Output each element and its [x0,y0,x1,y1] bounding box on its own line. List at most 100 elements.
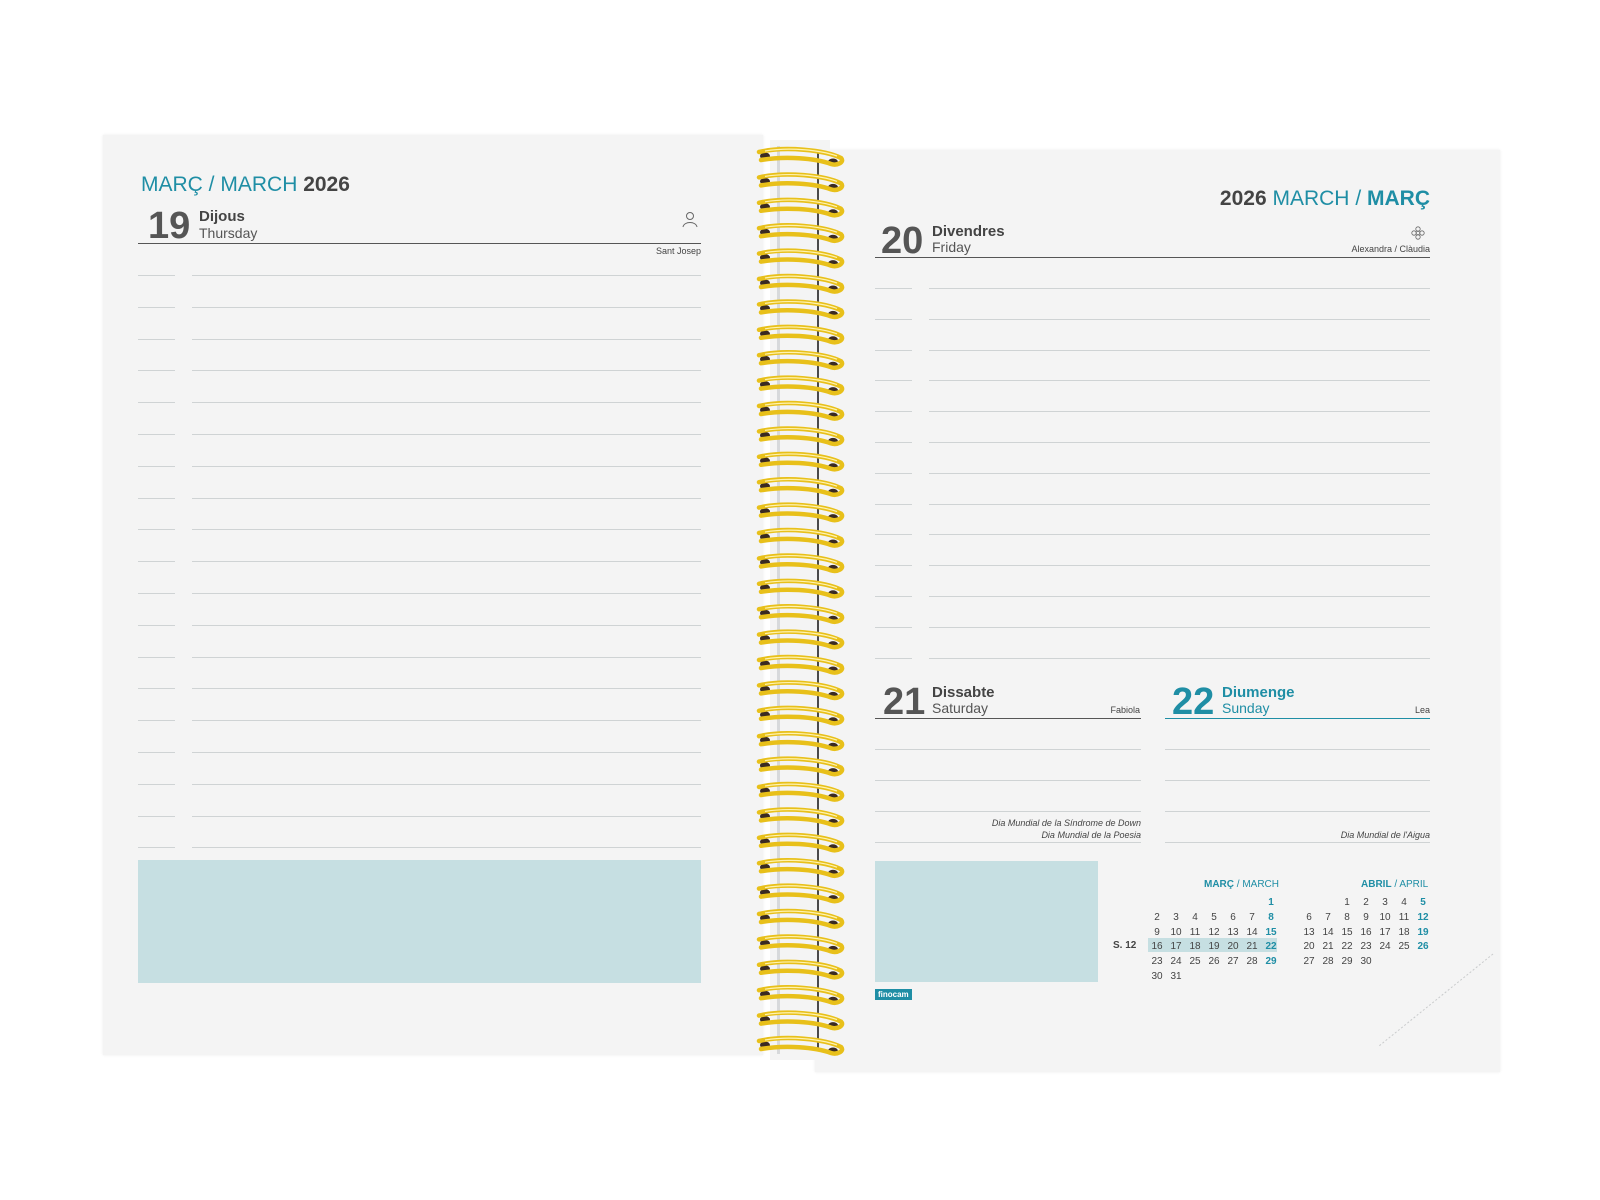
calendar-day: 21 [1246,941,1258,953]
writing-line [138,752,175,753]
calendar-day: 1 [1268,897,1274,908]
calendar-day: 2 [1363,897,1369,908]
notes-box-right[interactable] [875,861,1098,982]
writing-line [192,306,701,308]
writing-line [875,657,912,659]
day22-line [1165,811,1430,812]
day21-line [875,749,1141,750]
writing-line [875,349,912,351]
writing-line [192,275,701,276]
calendar-day: 9 [1154,926,1160,938]
calendar-day: 7 [1325,911,1331,923]
spiral-coil-highlight [764,173,838,182]
calendar-day: 10 [1170,926,1182,938]
writing-line [929,565,1430,567]
writing-line [138,434,175,435]
writing-line [929,288,1430,289]
day-rule [138,243,701,244]
day21-line [875,811,1141,812]
writing-line [875,288,912,289]
spiral-coil-highlight [764,326,838,335]
writing-line [875,503,912,505]
day-name-en: Thursday [199,225,258,241]
day22-line [1165,780,1430,781]
writing-line [138,688,175,690]
calendar-day: 14 [1246,926,1258,938]
day22-line [1165,749,1430,750]
calendar-day: 24 [1170,956,1182,968]
day21-saint: Fabiola [1110,705,1140,715]
writing-line [929,411,1430,413]
calendar-day: 20 [1303,941,1315,953]
day22-name-en: Sunday [1222,700,1270,716]
writing-line [192,561,701,563]
spiral-coil-highlight [764,148,838,157]
calendar-day: 22 [1265,941,1277,953]
mini-cal-april-title: ABRIL / APRIL [1361,879,1429,890]
calendar-day: 19 [1208,941,1220,953]
writing-line [929,596,1430,597]
right-page: 2026 MARCH / MARÇ 20 Divendres Friday Al… [815,150,1500,1072]
calendar-day: 10 [1379,911,1391,923]
writing-line [875,626,912,628]
spiral-coil-highlight [764,300,838,309]
day21-rule [875,718,1141,719]
spiral-coil-highlight [764,453,838,462]
spiral-coil-highlight [764,1012,838,1021]
calendar-day: 27 [1227,956,1239,968]
writing-line [192,720,701,722]
spiral-coil-highlight [764,834,838,843]
writing-line [875,596,912,597]
calendar-day: 30 [1151,971,1163,982]
month-heading-left: MARÇ / MARCH 2026 [141,173,350,196]
writing-line [929,442,1430,443]
calendar-day: 29 [1341,956,1353,968]
writing-line [192,402,701,404]
day21-name-en: Saturday [932,700,989,716]
calendar-day: 4 [1401,897,1407,908]
spiral-coil-highlight [764,910,838,919]
day22-number: 22 [1172,681,1215,723]
writing-line [192,593,701,594]
calendar-day: 17 [1170,941,1182,953]
calendar-day: 26 [1417,941,1429,953]
writing-line [138,465,175,467]
writing-line [138,561,175,563]
spiral-coil-highlight [764,377,838,386]
writing-line [929,534,1430,536]
notes-box[interactable] [138,860,701,983]
writing-line [192,656,701,658]
calendar-day: 14 [1322,926,1334,938]
writing-line [138,815,175,817]
writing-line [192,497,701,499]
spiral-coil-highlight [764,986,838,995]
writing-line [138,529,175,531]
spiral-coil-highlight [764,656,838,665]
day21-line [875,842,1141,843]
spiral-coil-highlight [764,250,838,259]
writing-line [929,318,1430,320]
writing-line [192,783,701,785]
writing-line [192,815,701,817]
month-heading-right: 2026 MARCH / MARÇ [1219,187,1430,210]
spiral-coil-highlight [764,808,838,817]
spiral-coil-highlight [764,275,838,284]
day20-number: 20 [881,220,924,262]
calendar-day: 30 [1360,956,1372,968]
calendar-day: 29 [1265,956,1277,968]
writing-line [138,624,175,626]
brand-logo: finocam [875,989,912,1000]
calendar-day: 12 [1417,911,1429,923]
writing-line [138,306,175,308]
writing-line [929,503,1430,505]
day22-saint: Lea [1414,705,1430,715]
calendar-day: 3 [1382,897,1388,908]
spiral-coil-highlight [764,961,838,970]
spiral-coil-highlight [764,859,838,868]
page-corner-fold [1378,953,1494,1047]
spiral-coil-highlight [764,758,838,767]
day21-line [875,780,1141,781]
day21-event: Dia Mundial de la Poesia [1041,830,1141,840]
writing-line [192,465,701,467]
writing-line [192,434,701,435]
